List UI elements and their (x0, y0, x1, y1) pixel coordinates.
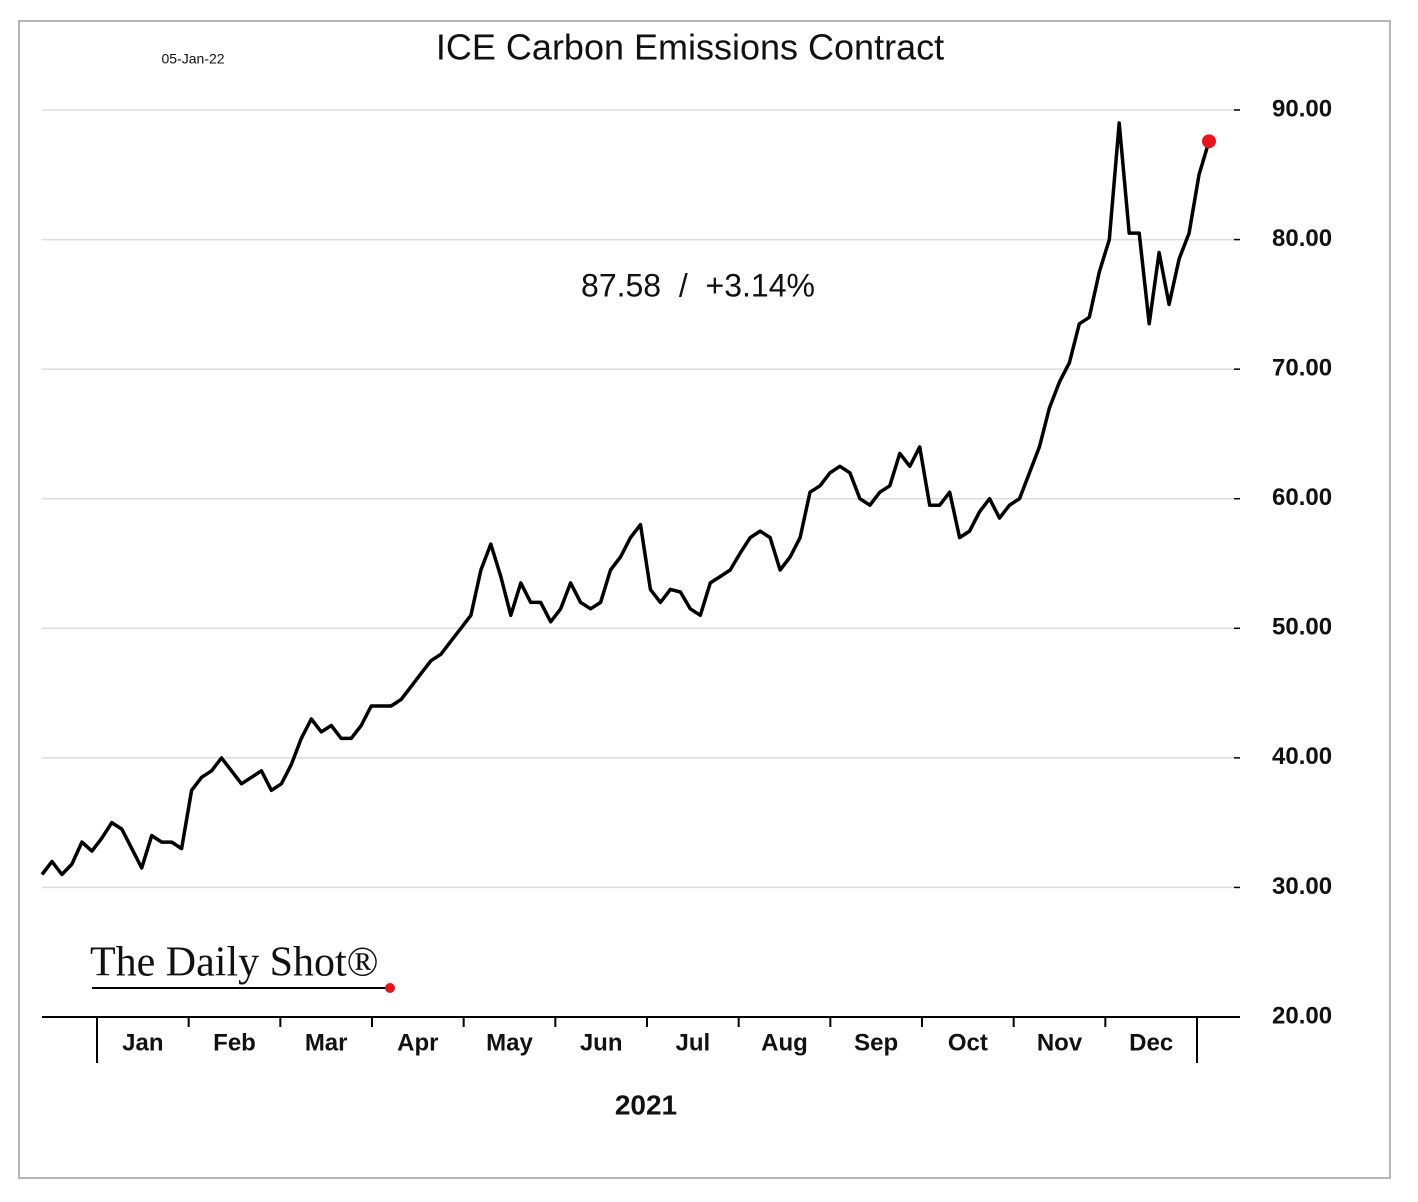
y-tick-label: 70.00 (1272, 354, 1332, 381)
y-tick-label: 80.00 (1272, 225, 1332, 252)
x-tick-label: Aug (761, 1029, 808, 1056)
y-tick-label: 90.00 (1272, 95, 1332, 122)
chart-title: ICE Carbon Emissions Contract (436, 27, 944, 68)
x-tick-label: Sep (854, 1029, 898, 1056)
x-axis-label: 2021 (615, 1089, 677, 1120)
chart-date: 05-Jan-22 (161, 51, 224, 67)
annotation: 87.58 / +3.14% (581, 267, 815, 303)
x-tick-label: Jul (675, 1029, 710, 1056)
y-tick-label: 20.00 (1272, 1002, 1332, 1029)
x-tick-label: Jan (122, 1029, 163, 1056)
last-point (1202, 134, 1216, 149)
logo-dot (385, 983, 395, 993)
x-tick-label: May (486, 1029, 533, 1056)
x-tick-label: Jun (580, 1029, 623, 1056)
x-tick-label: Mar (305, 1029, 348, 1056)
y-tick-label: 50.00 (1272, 614, 1332, 641)
x-tick-label: Nov (1037, 1029, 1083, 1056)
y-tick-label: 30.00 (1272, 873, 1332, 900)
x-tick-label: Apr (397, 1029, 438, 1056)
x-tick-label: Oct (948, 1029, 988, 1056)
y-tick-label: 40.00 (1272, 743, 1332, 770)
price-line (40, 121, 1211, 877)
x-tick-label: Dec (1129, 1029, 1173, 1056)
x-tick-label: Feb (213, 1029, 256, 1056)
y-tick-label: 60.00 (1272, 484, 1332, 511)
source-logo: The Daily Shot® (90, 940, 379, 986)
